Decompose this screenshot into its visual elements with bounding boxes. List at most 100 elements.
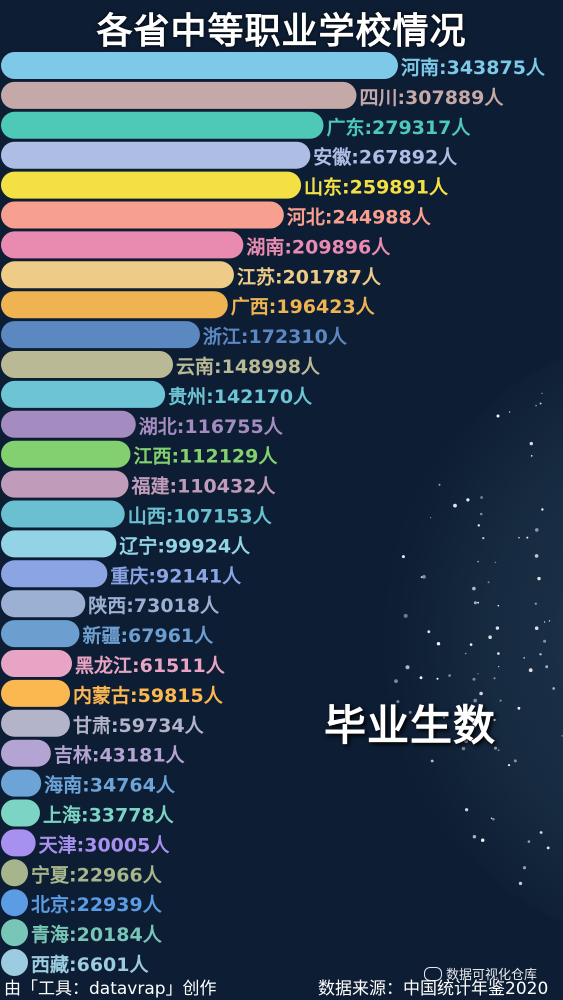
bar-贵州 bbox=[1, 380, 166, 408]
bar-label-重庆: 重庆:92141人 bbox=[110, 564, 242, 587]
bar-label-新疆: 新疆:67961人 bbox=[82, 624, 214, 647]
star-dot bbox=[508, 411, 511, 413]
watermark-text: 数据可视化仓库 bbox=[446, 968, 538, 983]
star-dot bbox=[403, 613, 408, 618]
star-dot bbox=[396, 700, 400, 704]
bar-label-河北: 河北:244988人 bbox=[287, 207, 432, 229]
star-dot bbox=[419, 676, 423, 680]
star-dot bbox=[526, 536, 529, 539]
star-dot bbox=[477, 673, 479, 675]
chart-title: 各省中等职业学校情况 bbox=[96, 11, 467, 52]
bar-天津 bbox=[1, 829, 36, 857]
bar-label-广西: 广西:196423人 bbox=[231, 295, 376, 318]
bar-黑龙江 bbox=[1, 650, 73, 677]
star-dot bbox=[539, 831, 543, 834]
bar-上海 bbox=[1, 799, 40, 827]
star-dot bbox=[507, 764, 511, 767]
star-dot bbox=[466, 498, 470, 502]
watermark: 数据可视化仓库 bbox=[424, 964, 537, 983]
star-dot bbox=[548, 620, 551, 622]
star-dot bbox=[539, 653, 542, 656]
bar-重庆 bbox=[1, 560, 108, 588]
bar-云南 bbox=[1, 351, 174, 378]
star-dot bbox=[477, 601, 479, 604]
bar-新疆 bbox=[1, 620, 80, 648]
star-dot bbox=[497, 604, 500, 607]
star-dot bbox=[420, 576, 423, 579]
star-dot bbox=[405, 665, 410, 670]
star-dot bbox=[464, 739, 468, 743]
star-dot bbox=[534, 554, 539, 558]
star-dot bbox=[472, 677, 476, 681]
bar-湖北 bbox=[1, 410, 136, 438]
star-dot bbox=[403, 714, 407, 718]
bar-label-福建: 福建:110432人 bbox=[130, 475, 276, 498]
star-dot bbox=[493, 718, 496, 722]
metric-label: 毕业生数 bbox=[324, 701, 497, 750]
bar-label-辽宁: 辽宁:99924人 bbox=[119, 534, 251, 557]
star-dot bbox=[513, 759, 517, 763]
bar-宁夏 bbox=[1, 859, 28, 887]
star-dot bbox=[523, 657, 526, 659]
bar-河北 bbox=[1, 201, 284, 229]
star-dot bbox=[499, 699, 502, 702]
star-dot bbox=[427, 630, 431, 634]
bar-甘肃 bbox=[1, 709, 70, 737]
star-dot bbox=[492, 818, 495, 821]
bar-label-黑龙江: 黑龙江:61511人 bbox=[75, 654, 226, 677]
star-dot bbox=[546, 846, 550, 850]
star-dot bbox=[423, 725, 427, 728]
bar-内蒙古 bbox=[1, 679, 71, 707]
star-dot bbox=[518, 881, 523, 886]
star-dot bbox=[481, 838, 485, 842]
star-dot bbox=[448, 674, 451, 677]
star-dot bbox=[469, 643, 473, 646]
bar-label-四川: 四川:307889人 bbox=[359, 87, 504, 109]
star-dot bbox=[518, 537, 520, 539]
star-dot bbox=[535, 404, 537, 407]
bar-label-浙江: 浙江:172310人 bbox=[203, 325, 348, 348]
star-dot bbox=[461, 746, 466, 751]
star-dot bbox=[494, 746, 497, 750]
bar-广西 bbox=[1, 291, 228, 319]
star-dot bbox=[522, 866, 527, 870]
bar-山东 bbox=[1, 171, 302, 199]
star-dot bbox=[430, 517, 432, 519]
star-dot bbox=[436, 642, 441, 646]
bar-label-陕西: 陕西:73018人 bbox=[88, 594, 220, 617]
star-dot bbox=[489, 713, 491, 716]
star-dot bbox=[561, 735, 563, 737]
star-dot bbox=[496, 414, 500, 418]
bar-海南 bbox=[1, 769, 42, 797]
star-dot bbox=[528, 668, 533, 673]
star-dot bbox=[493, 677, 496, 680]
bar-label-湖南: 湖南:209896人 bbox=[246, 236, 391, 258]
bar-label-内蒙古: 内蒙古:59815人 bbox=[73, 684, 224, 707]
wechat-icon bbox=[424, 966, 442, 981]
star-dot bbox=[534, 602, 537, 605]
bar-江西 bbox=[1, 440, 131, 468]
bar-湖南 bbox=[1, 231, 244, 259]
source-text: 数据来源：中国统计年鉴2020 bbox=[318, 979, 549, 999]
star-dot bbox=[482, 537, 485, 540]
star-dot bbox=[477, 560, 479, 563]
star-dot bbox=[543, 639, 547, 643]
star-dot bbox=[408, 710, 412, 714]
bar-label-海南: 海南:34764人 bbox=[44, 774, 176, 797]
star-dot bbox=[443, 716, 446, 719]
bar-label-广东: 广东:279317人 bbox=[326, 116, 471, 139]
star-dot bbox=[490, 817, 493, 820]
bar-浙江 bbox=[1, 321, 200, 349]
bar-label-天津: 天津:30005人 bbox=[39, 833, 171, 856]
star-dot bbox=[394, 679, 398, 683]
bar-label-贵州: 贵州:142170人 bbox=[168, 386, 313, 408]
star-dot bbox=[438, 483, 441, 486]
star-dot bbox=[473, 698, 478, 703]
bar-西藏 bbox=[1, 949, 28, 976]
bar-label-青海: 青海:20184人 bbox=[31, 923, 163, 946]
bar-label-西藏: 西藏:6601人 bbox=[31, 953, 149, 976]
bar-四川 bbox=[1, 81, 357, 109]
star-dot bbox=[535, 528, 539, 532]
star-dot bbox=[517, 706, 521, 710]
